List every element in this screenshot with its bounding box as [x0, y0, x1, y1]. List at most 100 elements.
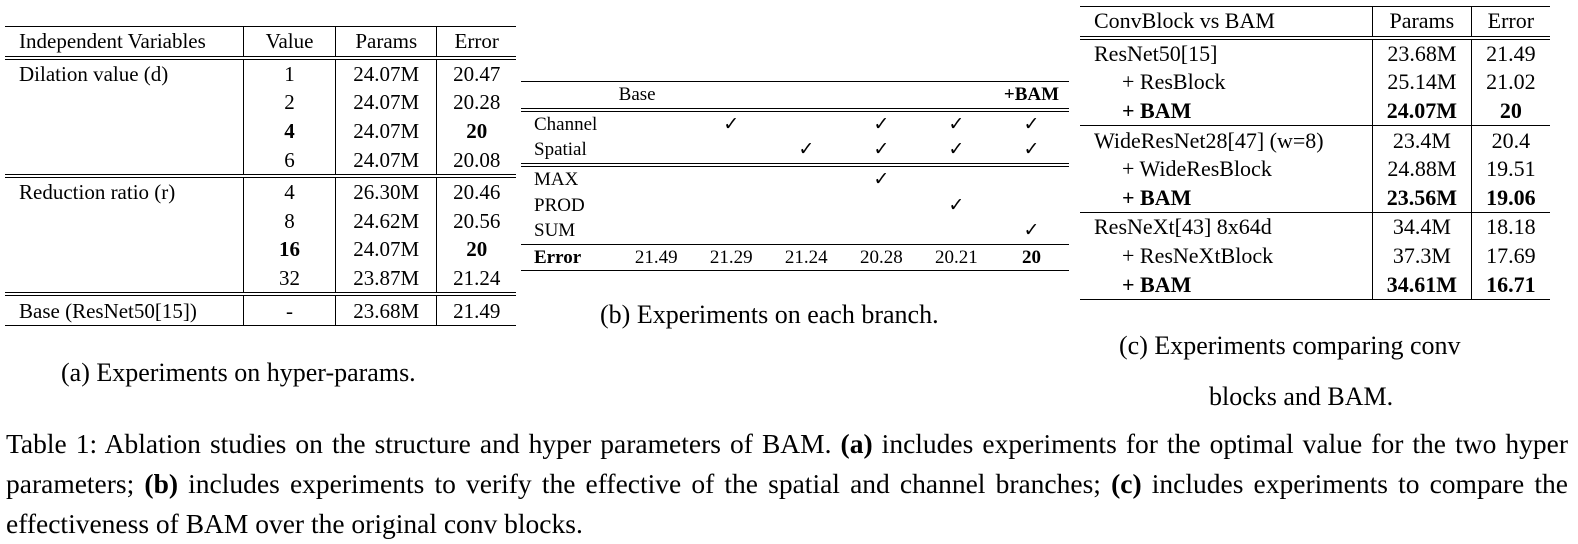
cell [694, 137, 769, 165]
group-label-empty [5, 264, 243, 295]
params-cell: 24.88M [1372, 154, 1472, 184]
error-cell: 17.69 [1470, 241, 1550, 271]
group-label-empty [5, 235, 243, 264]
cell [694, 218, 769, 244]
header-params: Params [335, 26, 437, 58]
header-independent-variables: Independent Variables [19, 29, 206, 54]
model-name: ResNeXt[43] 8x64d [1080, 212, 1373, 242]
row-label: MAX [521, 162, 619, 193]
table-row: + BAM 23.56M 19.06 [1080, 183, 1550, 213]
table-row-base: Base (ResNet50[15]) -23.68M 21.49 [5, 292, 516, 326]
group-label: Dilation value (d) [5, 55, 244, 89]
caption-a-text: includes experiments for the optimal val… [6, 428, 1568, 499]
params-cell: 24.07M [335, 88, 437, 117]
error-cell: 20.56 [436, 206, 516, 236]
cell [993, 162, 1069, 193]
error-cell: 20.47 [436, 55, 516, 89]
header-base: Base [618, 84, 656, 106]
model-name: + WideResBlock [1122, 156, 1272, 182]
table-row: 8 24.62M 20.56 [5, 206, 516, 236]
value-cell: 8 [242, 206, 336, 236]
cell [919, 218, 994, 244]
cell [768, 107, 844, 138]
checkmark-icon: ✓ [873, 139, 890, 161]
header-value: Value [242, 26, 336, 58]
error-cell: 20 [436, 235, 516, 264]
header-bam: +BAM [1003, 84, 1060, 106]
table-row: Error 21.49 21.29 21.24 20.28 20.21 20 [521, 243, 1069, 271]
params-cell: 24.07M [335, 116, 437, 146]
table-row: WideResNet28[47] (w=8) 23.4M 20.4 [1080, 125, 1550, 155]
caption-b: (b) Experiments on each branch. [600, 300, 939, 329]
table-row: ResNeXt[43] 8x64d 34.4M 18.18 [1080, 212, 1550, 242]
cell [768, 162, 844, 193]
row-label: Error [521, 243, 619, 271]
table-a-body: Dilation value (d) 1 24.07M 20.47 2 24.07M 20.… [5, 55, 516, 326]
value-cell: 4 [242, 173, 336, 207]
params-cell: 24.07M [335, 235, 437, 264]
value-cell: 16 [242, 235, 336, 264]
model-name: + BAM [1122, 98, 1192, 124]
checkmark-icon: ✓ [948, 194, 965, 216]
error-cell: 21.49 [436, 292, 516, 326]
caption-c-line2: blocks and BAM. [1209, 382, 1394, 411]
caption-prefix: Table 1: Ablation studies on the structu… [6, 428, 841, 459]
value-cell: 1 [242, 55, 336, 89]
error-cell: 20.4 [1470, 125, 1550, 155]
table-row: SUM ✓ [521, 218, 1069, 244]
table-row: MAX ✓ [521, 162, 1069, 193]
table-conv-blocks: ConvBlock vs BAM Params Error ResNet50[1… [1080, 6, 1550, 300]
params-cell: 23.87M [335, 263, 437, 295]
caption-a-label: (a) [840, 428, 873, 459]
checkmark-icon: ✓ [1023, 139, 1040, 161]
group-label-empty [5, 88, 243, 117]
checkmark-icon: ✓ [798, 139, 815, 161]
model-name: + ResNeXtBlock [1122, 243, 1274, 269]
row-label: Channel [521, 107, 619, 138]
table-c-header-row: ConvBlock vs BAM Params Error [1080, 6, 1550, 38]
cell: 20.21 [918, 243, 994, 271]
cell [844, 192, 919, 218]
model-name: WideResNet28[47] (w=8) [1080, 125, 1373, 155]
table-hyper-params: Independent Variables Value Params Error… [5, 26, 516, 326]
row-label: SUM [534, 220, 576, 242]
table-row: 16 24.07M 20 [5, 235, 516, 264]
cell: 21.24 [768, 243, 844, 271]
group-label-empty [5, 207, 243, 236]
table-row: Spatial ✓ ✓ ✓ ✓ [521, 137, 1069, 165]
caption-c-label: (c) [1111, 468, 1142, 499]
caption-b-text: includes experiments to verify the effec… [178, 468, 1112, 499]
error-cell: 20.28 [436, 88, 516, 117]
table-b-header-row: Base +BAM [521, 82, 1069, 110]
checkmark-icon: ✓ [693, 107, 769, 138]
cell: 20.28 [843, 243, 919, 271]
model-name: ResNet50[15] [1080, 35, 1373, 69]
cell [994, 192, 1069, 218]
value-cell: 32 [242, 263, 336, 295]
error-cell: 20 [436, 116, 516, 146]
table-row: + ResBlock 25.14M 21.02 [1080, 68, 1550, 97]
checkmark-icon: ✓ [1023, 220, 1040, 242]
table-row: + BAM 24.07M 20 [1080, 96, 1550, 126]
cell [619, 137, 694, 165]
error-cell: 21.02 [1470, 68, 1550, 97]
params-cell: 23.68M [335, 292, 437, 326]
params-cell: 25.14M [1372, 68, 1472, 97]
table-row: 2 24.07M 20.28 [5, 88, 516, 117]
checkmark-icon: ✓ [993, 107, 1069, 138]
params-cell: 24.07M [335, 55, 437, 89]
params-cell: 23.56M [1372, 183, 1472, 213]
table-row: + WideResBlock 24.88M 19.51 [1080, 154, 1550, 184]
cell: 21.49 [618, 243, 694, 271]
error-cell: 18.18 [1470, 212, 1550, 242]
error-cell: 16.71 [1470, 270, 1550, 300]
table-row: ResNet50[15] 23.68M 21.49 [1080, 35, 1550, 69]
params-cell: 34.4M [1372, 212, 1472, 242]
header-params: Params [1372, 6, 1472, 38]
model-name: + BAM [1122, 271, 1192, 297]
caption-b-label: (b) [144, 468, 179, 499]
table-row: + ResNeXtBlock 37.3M 17.69 [1080, 241, 1550, 271]
table-row: Dilation value (d) 1 24.07M 20.47 [5, 55, 516, 89]
main-caption: Table 1: Ablation studies on the structu… [6, 424, 1568, 544]
table-row: 4 24.07M 20 [5, 116, 516, 146]
